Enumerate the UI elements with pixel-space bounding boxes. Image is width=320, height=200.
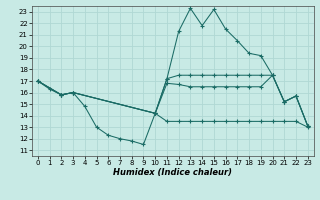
X-axis label: Humidex (Indice chaleur): Humidex (Indice chaleur)	[113, 168, 232, 177]
